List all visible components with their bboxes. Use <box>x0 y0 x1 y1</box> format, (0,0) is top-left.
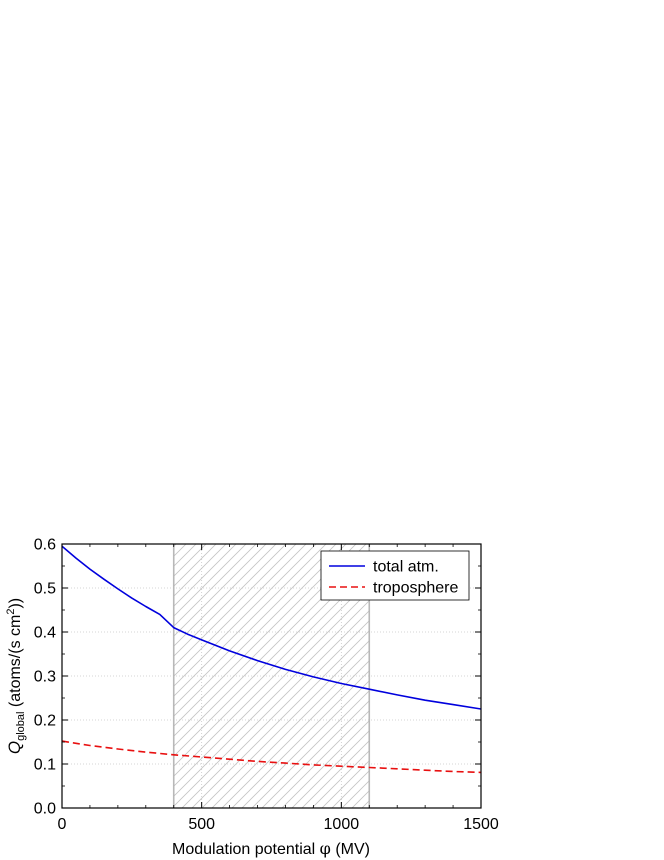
y-tick-label: 0.4 <box>34 625 56 642</box>
tick-labels: 0 500 1000 1500 0.0 0.1 0.2 0.3 0.4 0.5 0.6 <box>34 537 499 834</box>
y-tick-label: 0.2 <box>34 713 56 730</box>
y-tick-label: 0.0 <box>34 801 56 818</box>
series-line-2 <box>62 740 481 774</box>
legend-label-1: total atm. <box>373 559 439 576</box>
y-tick-label: 0.6 <box>34 537 56 554</box>
y-tick-label: 0.3 <box>34 669 56 686</box>
x-tick-label: 0 <box>58 816 67 833</box>
x-tick-label: 1500 <box>463 816 499 833</box>
x-axis-title: Modulation potential φ (MV) <box>172 839 370 858</box>
y-axis-title: Qglobal (atoms/(s cm2)) <box>5 598 27 754</box>
legend: total atm. troposphere <box>320 550 470 601</box>
x-tick-label: 1000 <box>324 816 360 833</box>
y-tick-label: 0.1 <box>34 757 56 774</box>
x-tick-label: 500 <box>188 816 215 833</box>
y-tick-label: 0.5 <box>34 581 56 598</box>
series-lines <box>62 545 481 774</box>
axis-ticks <box>61 543 482 809</box>
legend-box <box>320 550 470 601</box>
series-line-1 <box>62 545 481 710</box>
legend-label-2: troposphere <box>373 580 458 597</box>
